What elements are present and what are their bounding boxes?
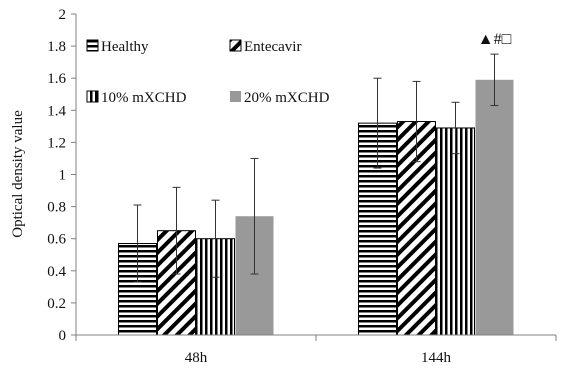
legend-swatch: [229, 39, 242, 52]
y-tick-label: 0: [59, 328, 67, 344]
significance-annotation: ▲#□: [478, 31, 512, 48]
x-axis: 48h 144h: [75, 334, 557, 366]
legend-label: 10% mXCHD: [101, 90, 187, 106]
y-tick-label: 2: [59, 7, 67, 23]
legend-swatch: [86, 90, 99, 103]
x-category-label: 48h: [185, 350, 208, 366]
plot-area: ▲#□: [118, 31, 514, 336]
y-tick-label: 1.4: [47, 103, 66, 119]
y-tick-label: 1.2: [47, 135, 66, 151]
legend-label: Healthy: [101, 39, 149, 55]
x-category-label: 144h: [421, 350, 452, 366]
y-tick-label: 1: [59, 168, 67, 184]
legend-label: Entecavir: [244, 39, 301, 55]
y-axis-label: Optical density value: [10, 110, 26, 238]
y-tick-label: 1.8: [47, 39, 66, 55]
y-tick-label: 0.4: [47, 264, 66, 280]
y-tick-label: 1.6: [47, 71, 66, 87]
legend: Healthy Entecavir 10% mXCHD 20% mXCHD: [86, 39, 330, 106]
y-axis: 0 0.2 0.4 0.6 0.8 1 1.2 1.4 1.6 1.8 2: [47, 7, 77, 344]
bar: [436, 127, 475, 336]
bar: [475, 79, 514, 336]
y-tick-label: 0.2: [47, 296, 66, 312]
legend-swatch: [230, 91, 241, 102]
legend-swatch: [86, 39, 99, 52]
legend-label: 20% mXCHD: [244, 90, 330, 106]
y-tick-label: 0.8: [47, 200, 66, 216]
y-tick-label: 0.6: [47, 232, 66, 248]
